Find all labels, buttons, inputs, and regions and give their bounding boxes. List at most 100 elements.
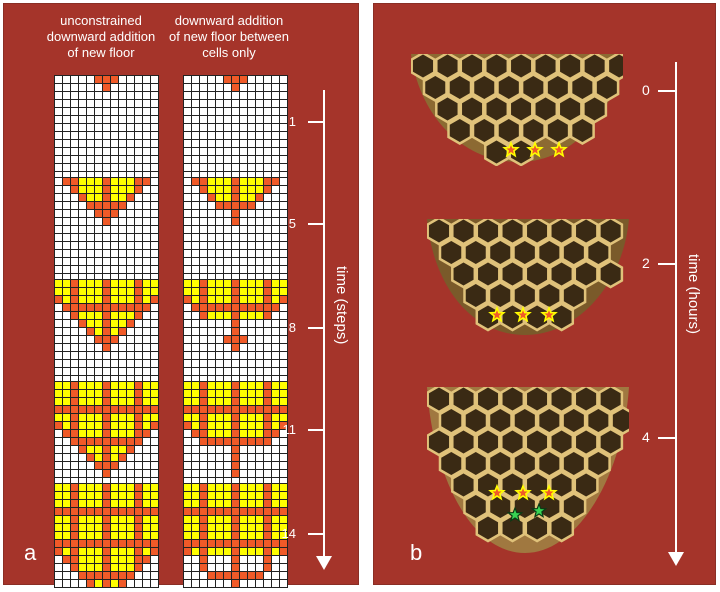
comb-cell [569,73,595,102]
comb-cell [512,449,538,478]
step-tick [308,327,324,329]
comb-cell [451,427,477,457]
panel-b-photographs: 0 2 4 time (hours) b [373,3,716,585]
comb-cell [582,94,608,124]
star-marker [526,140,544,158]
comb-cell [582,54,608,81]
comb-cell [484,137,510,166]
comb-cell [573,470,599,500]
star-marker [514,305,532,323]
star-marker [488,483,506,501]
comb-cell [606,54,623,81]
comb-cell [411,54,436,81]
cell-grid [54,75,159,180]
comb-cell [463,238,489,267]
step-label: 5 [288,216,296,231]
comb-cell [573,387,599,414]
comb-cell [524,513,550,543]
hour-tick [658,263,675,265]
header-unconstrained: unconstrained downward addition of new f… [46,13,156,60]
comb-cell [475,427,501,457]
comb-cell [549,387,575,414]
time-hours-arrowhead [668,552,684,566]
comb-cell [500,427,526,457]
hour-label: 4 [642,429,650,445]
star-marker [540,483,558,501]
comb-cell [561,492,587,521]
comb-cell [549,259,575,289]
step-label: 8 [288,320,296,335]
comb-cell [512,238,538,267]
comb-cell [475,513,501,543]
comb-cell [573,219,599,246]
comb-cell [451,219,477,246]
comb-cell [459,54,485,81]
comb-cell [484,54,510,81]
step-label: 14 [281,526,296,541]
cell-grid [183,75,288,180]
comb-cell [475,302,501,332]
comb-cell [471,73,497,102]
comb-cell [438,406,464,435]
time-steps-title: time (steps) [333,266,350,345]
comb-cell [545,116,571,145]
comb-photo-hour-4 [427,387,629,553]
comb-cell [545,73,571,102]
comb-cell [520,116,546,145]
comb-cell [573,427,599,457]
comb-cell [475,219,501,246]
comb-cell [533,94,559,124]
comb-cell [496,73,522,102]
comb-cell [594,73,620,102]
comb-cell [549,302,575,332]
star-marker [488,305,506,323]
star-marker-new [506,506,524,523]
comb-cell [524,219,550,246]
comb-cell [500,513,526,543]
comb-cell [585,449,611,478]
comb-cell [500,259,526,289]
comb-cell [487,238,513,267]
cell-grid [183,381,288,486]
step-label: 11 [282,422,297,437]
step-tick [308,223,324,225]
comb-cell [585,406,611,435]
comb-cell [561,406,587,435]
comb-cell [557,94,583,124]
comb-cell [487,449,513,478]
comb-cell [459,94,485,124]
time-steps-axis [323,90,325,560]
comb-cell [484,94,510,124]
panel-a-simulation: unconstrained downward addition of new f… [3,3,359,588]
comb-cell [500,387,526,414]
comb-cell [524,387,550,414]
comb-cell [422,73,448,102]
comb-cell [610,406,629,435]
hour-tick [658,437,675,439]
comb-cell [435,94,461,124]
comb-cell [512,281,538,310]
panel-a-label: a [24,540,37,565]
comb-cell [598,387,624,414]
time-hours-title: time (hours) [685,254,702,335]
comb-cell [561,238,587,267]
comb-cell [561,449,587,478]
comb-photo-hour-2 [427,219,629,335]
comb-cell [475,259,501,289]
comb-cell [447,116,473,145]
comb-cell [427,387,452,414]
comb-cell [561,281,587,310]
comb-cell [487,492,513,521]
comb-cell [438,238,464,267]
star-marker [514,483,532,501]
comb-cell [451,387,477,414]
hour-label: 0 [642,82,650,98]
comb-cell [427,427,452,457]
comb-cell [524,427,550,457]
comb-cell [508,94,534,124]
comb-cell [524,302,550,332]
comb-cell [471,116,497,145]
panel-b-label: b [410,540,423,565]
comb-cell [549,427,575,457]
time-steps-arrowhead [316,556,332,570]
